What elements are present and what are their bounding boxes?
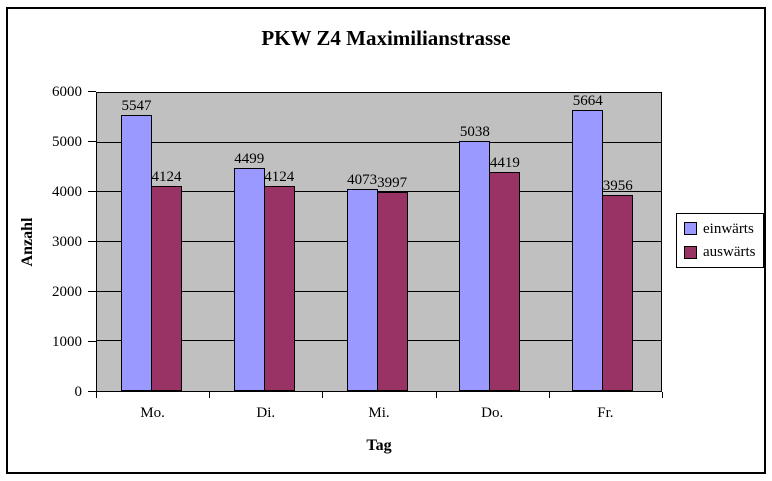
y-tick-mark xyxy=(88,341,96,342)
y-tick-label: 1000 xyxy=(52,334,82,350)
legend-swatch-auswärts xyxy=(684,245,697,259)
y-gridline xyxy=(97,191,661,193)
data-label: 4499 xyxy=(234,151,265,167)
legend-label: auswärts xyxy=(703,244,756,261)
legend-item: auswärts xyxy=(684,244,763,260)
bar-einwärts xyxy=(121,115,152,391)
plot-area xyxy=(96,92,662,392)
x-category-label: Fr. xyxy=(597,405,614,421)
y-gridline xyxy=(97,141,661,143)
x-category-label: Mo. xyxy=(140,405,165,421)
x-tick-mark xyxy=(662,392,663,398)
x-tick-mark xyxy=(435,392,437,398)
y-tick-mark xyxy=(88,391,96,392)
bar-auswärts xyxy=(151,186,182,391)
legend-swatch-einwärts xyxy=(684,222,697,236)
y-tick-label: 4000 xyxy=(52,184,82,200)
legend-label: einwärts xyxy=(703,220,754,237)
y-tick-label: 2000 xyxy=(52,284,82,300)
bar-einwärts xyxy=(459,141,491,391)
y-tick-mark xyxy=(88,191,96,192)
y-tick-mark xyxy=(88,241,96,242)
data-label: 4124 xyxy=(151,169,182,185)
bar-auswärts xyxy=(376,192,408,391)
y-tick-mark xyxy=(88,91,96,92)
x-category-label: Di. xyxy=(256,405,276,421)
bar-auswärts xyxy=(602,195,634,391)
bar-auswärts xyxy=(263,186,295,391)
data-label: 5038 xyxy=(459,124,490,140)
x-tick-mark xyxy=(209,392,211,398)
chart-title: PKW Z4 Maximilianstrasse xyxy=(261,26,511,50)
x-tick-mark xyxy=(548,392,550,398)
x-tick-mark xyxy=(322,392,324,398)
y-tick-label: 0 xyxy=(74,384,83,400)
x-category-label: Do. xyxy=(481,405,504,421)
x-category-label: Mi. xyxy=(368,405,390,421)
legend: einwärts auswärts xyxy=(676,213,764,268)
legend-item: einwärts xyxy=(684,221,763,237)
data-label: 5664 xyxy=(572,93,603,109)
bar-einwärts xyxy=(572,110,604,391)
data-label: 4073 xyxy=(347,172,378,188)
y-tick-mark xyxy=(88,141,96,142)
data-label: 4419 xyxy=(489,155,520,171)
bar-auswärts xyxy=(489,172,521,391)
y-tick-mark xyxy=(88,291,96,292)
data-label: 5547 xyxy=(121,98,152,114)
data-label: 3956 xyxy=(602,178,633,194)
x-tick-mark xyxy=(96,392,97,398)
data-label: 4124 xyxy=(264,169,295,185)
x-axis-title: Tag xyxy=(366,437,392,454)
y-tick-label: 6000 xyxy=(52,84,82,100)
bar-einwärts xyxy=(233,168,265,391)
y-tick-label: 5000 xyxy=(52,134,82,150)
y-tick-label: 3000 xyxy=(52,234,82,250)
bar-einwärts xyxy=(346,189,378,391)
data-label: 3997 xyxy=(377,175,408,191)
